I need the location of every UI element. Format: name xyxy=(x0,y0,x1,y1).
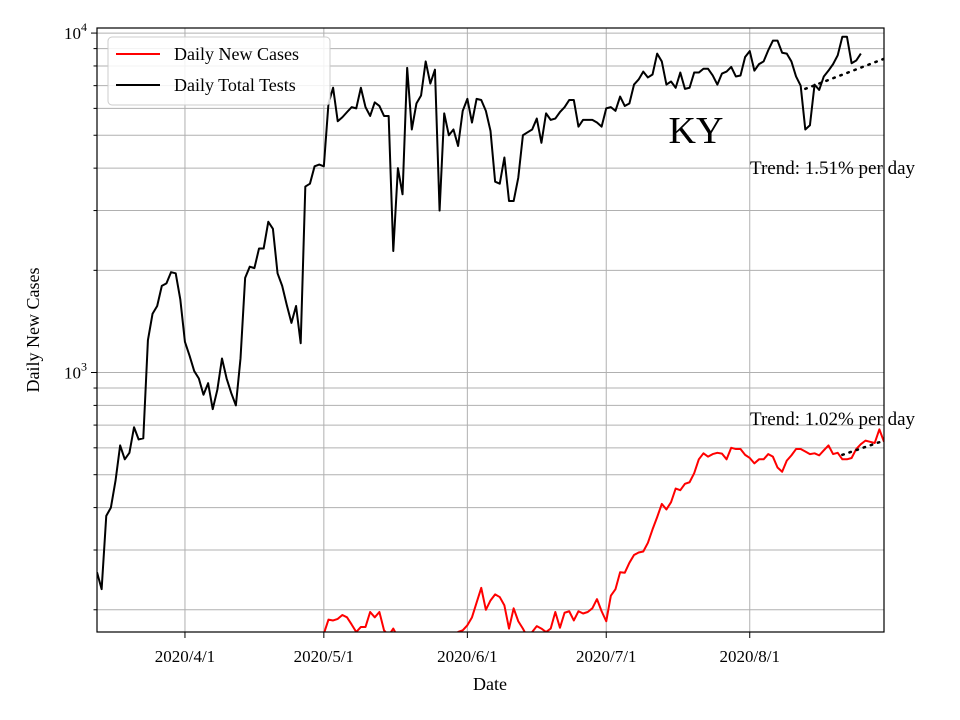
y-tick-label: 103 xyxy=(64,360,87,383)
y-tick-label-base: 10 xyxy=(64,24,81,43)
x-tick-label: 2020/5/1 xyxy=(294,647,354,666)
series-line-daily-new-cases xyxy=(323,428,884,632)
legend-label-tests: Daily Total Tests xyxy=(174,75,296,95)
y-tick-label-exponent: 3 xyxy=(81,360,87,374)
x-tick-label: 2020/8/1 xyxy=(720,647,780,666)
trend-label-tests: Trend: 1.51% per day xyxy=(750,158,915,179)
x-tick-label: 2020/4/1 xyxy=(155,647,215,666)
x-tick-label: 2020/7/1 xyxy=(576,647,636,666)
legend: Daily New Cases Daily Total Tests xyxy=(107,36,331,106)
trend-label-cases: Trend: 1.02% per day xyxy=(750,409,915,430)
trend-line-tests xyxy=(804,57,884,91)
trend-line-cases xyxy=(841,439,884,457)
plot-frame xyxy=(96,27,885,633)
state-label: KY xyxy=(669,110,724,152)
x-tick-label: 2020/6/1 xyxy=(437,647,497,666)
y-tick-label-exponent: 4 xyxy=(81,20,87,34)
x-axis-label: Date xyxy=(473,674,507,694)
grid xyxy=(97,28,884,632)
y-axis-label: Daily New Cases xyxy=(23,268,43,393)
y-tick-label: 104 xyxy=(64,20,87,43)
legend-box xyxy=(107,36,331,106)
legend-label-cases: Daily New Cases xyxy=(174,44,299,64)
series-line-daily-total-tests xyxy=(97,35,862,591)
series-layer xyxy=(97,35,884,632)
y-tick-label-base: 10 xyxy=(64,364,81,383)
